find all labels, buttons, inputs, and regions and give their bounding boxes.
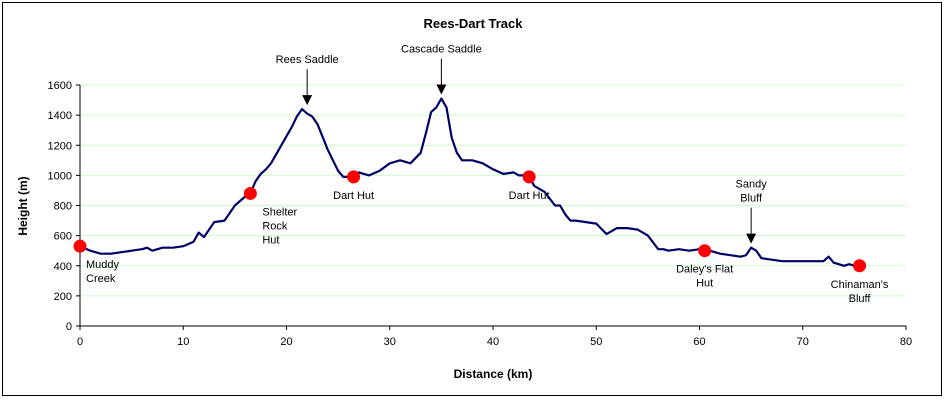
x-tick-label: 80 — [900, 336, 912, 348]
marker-label: Rock — [262, 220, 288, 232]
marker-label: Dart Hut — [333, 190, 374, 202]
y-tick-label: 800 — [54, 201, 72, 213]
x-tick-label: 0 — [77, 336, 83, 348]
y-tick-label: 1200 — [48, 140, 72, 152]
x-tick-label: 20 — [280, 336, 292, 348]
chart-frame: Rees-Dart Track 0 200 400 600 800 1000 1200 140… — [2, 2, 942, 396]
arrow-label: Bluff — [740, 193, 763, 205]
arrow-label: Sandy — [736, 179, 768, 191]
y-tick-label: 1400 — [48, 110, 72, 122]
y-tick-label: 0 — [66, 321, 72, 333]
y-tick-label: 600 — [54, 231, 72, 243]
x-tick-label: 70 — [797, 336, 809, 348]
hut-marker — [698, 244, 712, 258]
marker-label: Hut — [262, 234, 279, 246]
grid-lines — [80, 84, 906, 297]
x-tick-label: 10 — [177, 336, 189, 348]
y-tick-labels: 0 200 400 600 800 1000 1200 1400 1600 — [48, 80, 72, 333]
hut-marker — [243, 186, 257, 200]
x-tick-label: 50 — [590, 336, 602, 348]
marker-label: Dart Hut — [509, 190, 550, 202]
chart-title: Rees-Dart Track — [424, 16, 524, 31]
y-tick-label: 200 — [54, 291, 72, 303]
arrow-annotations: Rees Saddle Cascade Saddle Sandy Bluff — [276, 44, 768, 244]
x-tick-label: 40 — [487, 336, 499, 348]
hut-marker — [347, 170, 361, 184]
marker-label: Muddy — [86, 259, 120, 271]
y-tick-label: 1600 — [48, 80, 72, 92]
series-group — [79, 97, 860, 267]
elevation-line — [79, 97, 860, 267]
marker-label: Bluff — [849, 293, 872, 305]
marker-label: Chinaman's — [831, 279, 889, 291]
hut-marker — [522, 170, 536, 184]
axes — [76, 84, 907, 330]
x-axis-title: Distance (km) — [454, 367, 533, 381]
x-tick-label: 30 — [384, 336, 396, 348]
hut-marker — [73, 239, 87, 253]
arrow-label: Cascade Saddle — [401, 44, 482, 56]
x-tick-labels: 0 10 20 30 40 50 60 70 80 — [77, 336, 912, 348]
arrow-label: Rees Saddle — [276, 54, 339, 66]
y-axis-title: Height (m) — [16, 176, 30, 235]
hut-markers: Muddy Creek Shelter Rock Hut Dart Hut Dart Hut… — [73, 170, 889, 305]
elevation-chart: Rees-Dart Track 020040060080010001200140… — [16, 16, 912, 381]
arrow-head — [302, 95, 313, 106]
x-tick-label: 60 — [693, 336, 705, 348]
hut-marker — [853, 259, 867, 273]
y-tick-label: 400 — [54, 261, 72, 273]
marker-label: Hut — [696, 278, 713, 290]
marker-label: Daley's Flat — [676, 264, 733, 276]
marker-label: Shelter — [262, 206, 297, 218]
y-tick-label: 1000 — [48, 170, 72, 182]
marker-label: Creek — [86, 273, 116, 285]
arrow-head — [746, 233, 757, 244]
arrow-head — [436, 84, 447, 95]
